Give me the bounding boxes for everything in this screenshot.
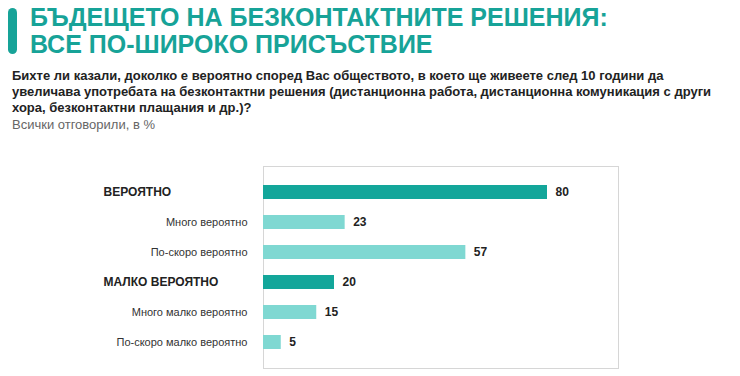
svg-text:По-скоро вероятно: По-скоро вероятно bbox=[151, 246, 248, 258]
svg-text:Много малко вероятно: Много малко вероятно bbox=[132, 306, 248, 318]
svg-text:ВЕРОЯТНО: ВЕРОЯТНО bbox=[104, 185, 172, 199]
svg-text:5: 5 bbox=[289, 335, 296, 349]
svg-text:23: 23 bbox=[353, 215, 367, 229]
html-text:Бихте ли казали, доколко е вер: Бихте ли казали, доколко е вероятно спор… bbox=[12, 68, 711, 115]
svg-text:По-скоро малко вероятно: По-скоро малко вероятно bbox=[116, 336, 247, 348]
svg-text:Много вероятно: Много вероятно bbox=[166, 216, 248, 228]
html-text:Всички отговорили, в %: Всички отговорили, в % bbox=[12, 117, 155, 132]
svg-text:80: 80 bbox=[556, 185, 570, 199]
html-text:БЪДЕЩЕТО НА БЕЗКОНТАКТНИТЕ РЕШ: БЪДЕЩЕТО НА БЕЗКОНТАКТНИТЕ РЕШЕНИЯ: ВСЕ … bbox=[30, 3, 608, 58]
svg-text:15: 15 bbox=[325, 305, 339, 319]
svg-text:МАЛКО ВЕРОЯТНО: МАЛКО ВЕРОЯТНО bbox=[104, 275, 219, 289]
svg-text:57: 57 bbox=[474, 245, 488, 259]
svg-text:20: 20 bbox=[343, 275, 357, 289]
